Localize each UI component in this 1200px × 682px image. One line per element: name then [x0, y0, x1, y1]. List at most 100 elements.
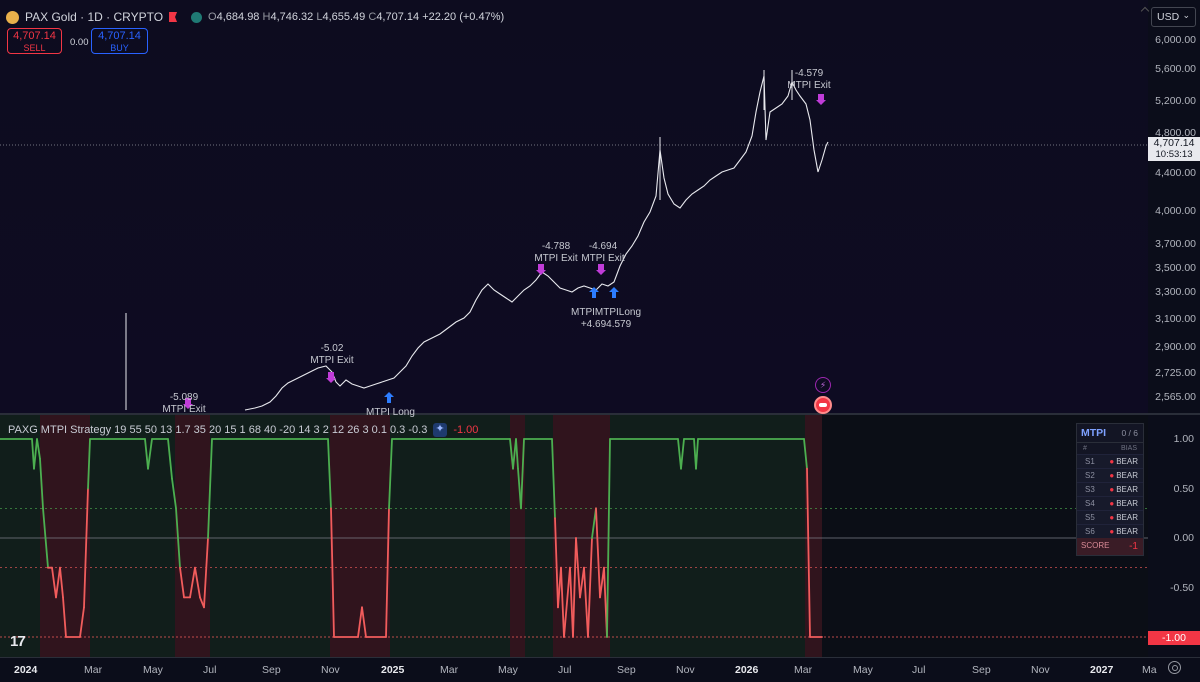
signal-segment	[207, 438, 213, 539]
bar-countdown: 10:53:13	[1155, 149, 1193, 160]
signal-segment	[595, 507, 601, 599]
indicator-tick-label: -0.50	[1170, 582, 1194, 594]
signal-segment	[551, 438, 556, 520]
ohlc-values: O4,684.98 H4,746.32 L4,655.49 C4,707.14 …	[208, 11, 505, 23]
signal-segment	[62, 596, 67, 638]
indicator-chart-svg[interactable]	[0, 415, 1148, 657]
price-axis[interactable]: 6,000.00 5,600.00 5,200.00 4,800.00 4,400.00…	[1148, 0, 1200, 413]
signal-segment	[39, 457, 44, 510]
tradingview-logo-icon[interactable]: 17	[10, 633, 26, 650]
signal-segment	[695, 438, 699, 470]
time-tick-label: 2025	[381, 664, 405, 676]
bear-region	[175, 415, 210, 657]
price-series-line[interactable]	[244, 75, 829, 411]
time-tick-label: Sep	[262, 664, 281, 676]
exit-annotation: -5.089 MTPI Exit	[162, 392, 206, 415]
indicator-legend[interactable]: PAXG MTPI Strategy 19 55 50 13 1.7 35 20…	[8, 422, 479, 437]
price-tick-label: 3,300.00	[1155, 286, 1196, 298]
time-axis[interactable]: 2024 Mar May Jul Sep Nov 2025 Mar May Jul Sep Nov 20…	[0, 657, 1200, 682]
long-marker-icon	[589, 287, 599, 298]
signal-segment	[59, 566, 64, 599]
signal-segment	[147, 438, 153, 470]
time-tick-label: 2027	[1090, 664, 1114, 676]
signal-segment	[520, 438, 525, 510]
bull-region	[90, 415, 175, 657]
time-tick-label: Nov	[321, 664, 340, 676]
bull-region	[0, 415, 40, 657]
signal-segment	[83, 487, 89, 609]
signal-segment	[572, 537, 577, 638]
mtpi-table-title: MTPI	[1081, 427, 1107, 439]
signal-segment	[579, 566, 585, 599]
exit-marker-icon	[183, 398, 193, 409]
price-tick-label: 5,200.00	[1155, 95, 1196, 107]
symbol-title[interactable]: PAX Gold · 1D · CRYPTO	[25, 10, 164, 24]
price-pane[interactable]	[0, 0, 1148, 413]
signal-segment	[179, 566, 185, 599]
signal-segment	[194, 566, 201, 599]
gear-icon[interactable]	[1168, 661, 1181, 674]
close-value: 4,707.14	[376, 11, 420, 23]
flag-icon[interactable]	[169, 12, 178, 22]
flag-icon[interactable]	[814, 396, 832, 414]
bull-region	[525, 415, 553, 657]
signal-segment	[189, 566, 196, 599]
long-annotation: MTPI Long	[366, 407, 415, 418]
signal-segment	[554, 517, 559, 609]
signal-segment	[203, 537, 209, 609]
current-price: 4,707.14	[1153, 137, 1195, 149]
signal-segment	[144, 438, 149, 470]
settings-icon[interactable]	[433, 422, 448, 437]
buy-button[interactable]: 4,707.14 BUY	[91, 28, 148, 54]
exit-marker-icon	[596, 264, 606, 275]
price-tick-label: 2,900.00	[1155, 341, 1196, 353]
pane-separator[interactable]	[0, 413, 1200, 415]
signal-segment	[87, 438, 91, 490]
signal-segment	[677, 438, 682, 470]
time-tick-label: Jul	[203, 664, 217, 676]
eye-icon[interactable]	[191, 11, 203, 23]
signal-segment	[606, 438, 611, 638]
indicator-axis[interactable]: 1.00 0.50 0.00 -0.50	[1148, 415, 1200, 657]
price-tick-label: 2,725.00	[1155, 367, 1196, 379]
time-tick-label: Jul	[912, 664, 926, 676]
table-row: S6 ● BEAR	[1077, 524, 1143, 538]
price-tick-label: 3,100.00	[1155, 313, 1196, 325]
bear-region	[553, 415, 610, 657]
time-tick-label: Nov	[1031, 664, 1050, 676]
price-tick-label: 4,400.00	[1155, 167, 1196, 179]
signal-segment	[357, 606, 363, 638]
signal-segment	[79, 606, 85, 638]
time-tick-label: Nov	[676, 664, 695, 676]
exit-annotation: -5.02 MTPI Exit	[310, 343, 354, 366]
time-tick-label: Ma	[1142, 664, 1157, 676]
signal-segment	[563, 566, 571, 638]
mtpi-score-row: SCORE -1	[1077, 538, 1143, 555]
price-tick-label: 6,000.00	[1155, 34, 1196, 46]
exit-annotation: -4.579 MTPI Exit	[787, 68, 831, 91]
indicator-last-value: -1.00	[453, 424, 479, 436]
currency-dropdown[interactable]: USD ⌄	[1151, 7, 1196, 27]
indicator-tick-label: 0.00	[1173, 532, 1194, 544]
bear-region	[510, 415, 525, 657]
signal-segment	[560, 566, 565, 638]
indicator-pane[interactable]	[0, 415, 1148, 657]
lightning-icon[interactable]: ⚡	[815, 377, 831, 393]
indicator-tick-label: 0.50	[1173, 483, 1194, 495]
signal-segment	[55, 566, 61, 599]
signal-segment	[515, 438, 519, 470]
exit-marker-icon	[816, 94, 826, 105]
bull-region	[610, 415, 805, 657]
sell-button[interactable]: 4,707.14 SELL	[7, 28, 62, 54]
mtpi-table-count: 0 / 6	[1121, 428, 1138, 438]
low-value: 4,655.49	[322, 11, 366, 23]
signal-segment	[330, 507, 335, 638]
exit-annotation: -4.788 MTPI Exit	[534, 241, 578, 264]
time-tick-label: Sep	[617, 664, 636, 676]
signal-segment	[587, 537, 593, 638]
signal-segment	[361, 606, 367, 638]
price-chart-svg[interactable]	[0, 0, 1148, 413]
high-value: 4,746.32	[270, 11, 314, 23]
signal-segment	[803, 438, 808, 470]
